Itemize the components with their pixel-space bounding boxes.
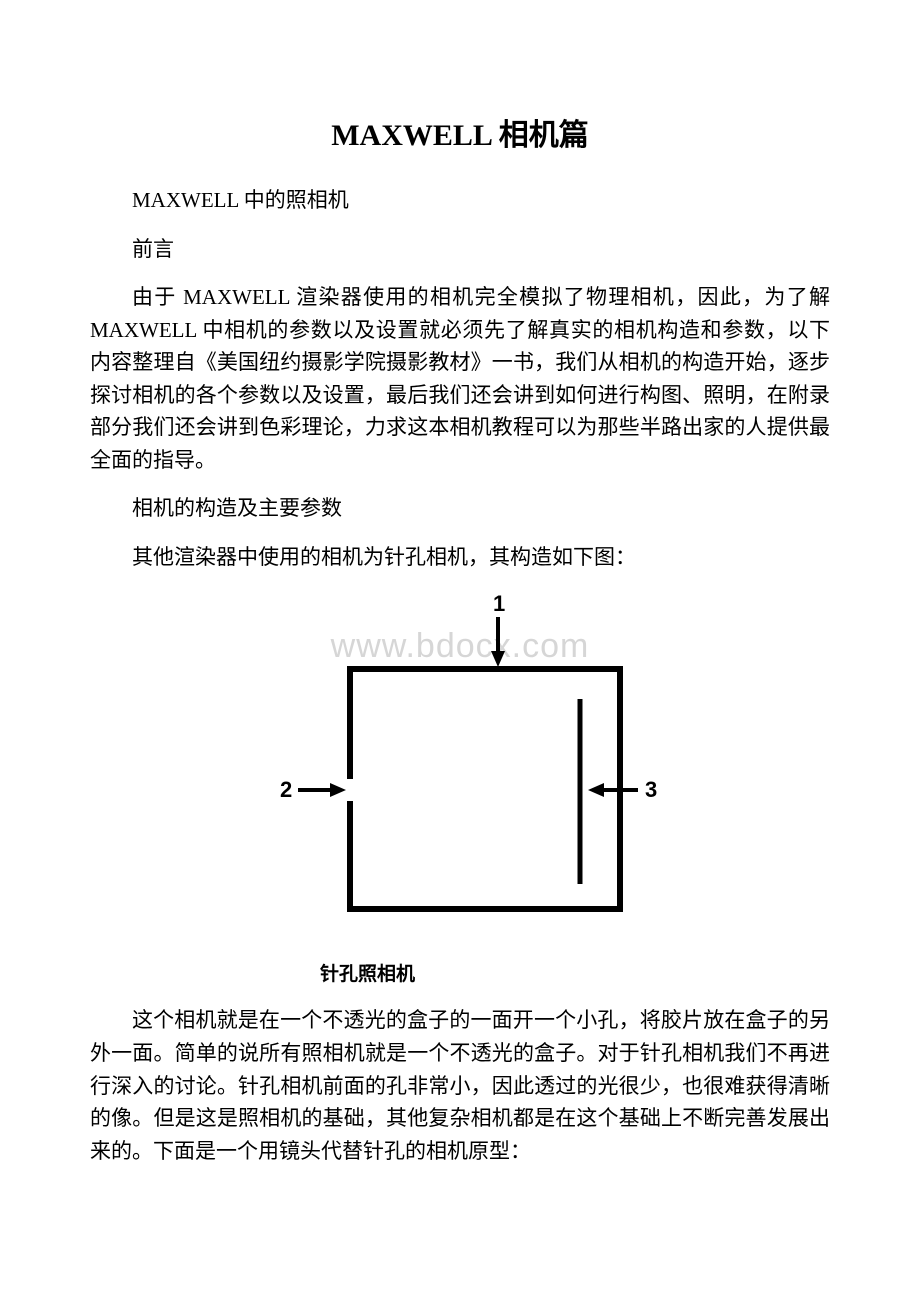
paragraph-preface-heading: 前言 [90, 233, 830, 266]
paragraph-diagram-intro: 其他渲染器中使用的相机为针孔相机，其构造如下图： [90, 541, 830, 574]
diagram-caption-row: 针孔照相机 [90, 959, 830, 986]
paragraph-subtitle: MAXWELL 中的照相机 [90, 184, 830, 217]
paragraph-diagram-explanation: 这个相机就是在一个不透光的盒子的一面开一个小孔，将胶片放在盒子的另外一面。简单的… [90, 1004, 830, 1167]
document-title: MAXWELL 相机篇 [90, 110, 830, 154]
paragraph-section-heading: 相机的构造及主要参数 [90, 492, 830, 525]
diagram-label-right: 3 [645, 777, 657, 802]
diagram-caption: 针孔照相机 [250, 959, 670, 986]
diagram-container: www.bdocx.com 1 2 3 [90, 589, 830, 949]
pinhole-camera-diagram: www.bdocx.com 1 2 3 [250, 589, 670, 949]
paragraph-preface-body: 由于 MAXWELL 渲染器使用的相机完全模拟了物理相机，因此，为了解 MAXW… [90, 281, 830, 476]
diagram-label-left: 2 [280, 777, 292, 802]
diagram-label-top: 1 [493, 591, 505, 616]
